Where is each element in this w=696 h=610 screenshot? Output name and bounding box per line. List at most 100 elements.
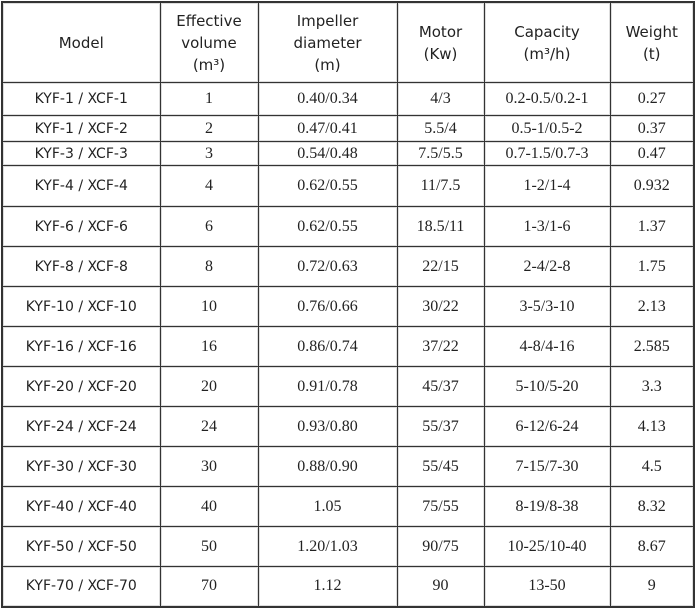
table-cell: 90/75 <box>396 526 485 567</box>
header-text: Effective <box>176 11 242 30</box>
table-cell: 8.67 <box>609 526 695 567</box>
table-cell: KYF-40 / XCF-40 <box>1 486 161 527</box>
table-cell: 90 <box>396 566 485 607</box>
table-cell: 0.2-0.5/0.2-1 <box>483 82 611 116</box>
table-cell: 16 <box>159 326 259 367</box>
table-cell: 13-50 <box>483 566 611 607</box>
table-cell: 5-10/5-20 <box>483 366 611 407</box>
table-cell: KYF-6 / XCF-6 <box>1 206 161 247</box>
table-cell: KYF-50 / XCF-50 <box>1 526 161 567</box>
table-cell: 3.3 <box>609 366 695 407</box>
table-cell: 4-8/4-16 <box>483 326 611 367</box>
header-cell: Model <box>1 1 161 83</box>
table-cell: KYF-1 / XCF-1 <box>1 82 161 116</box>
table-row: KYF-40 / XCF-40 40 1.05 75/55 8-19/8-38 8.32 <box>1 486 695 527</box>
table-cell: 9 <box>609 566 695 607</box>
table-cell: KYF-20 / XCF-20 <box>1 366 161 407</box>
header-text: (Kw) <box>423 44 458 63</box>
table-cell: 22/15 <box>396 246 485 287</box>
table-cell: 8.32 <box>609 486 695 527</box>
table-cell: 0.54/0.48 <box>257 141 398 166</box>
table-row: KYF-10 / XCF-10 10 0.76/0.66 30/22 3-5/3-10 2… <box>1 286 695 327</box>
header-text: (m) <box>314 55 341 74</box>
table-cell: 18.5/11 <box>396 206 485 247</box>
table-row: KYF-70 / XCF-70 70 1.12 90 13-50 9 <box>1 566 695 607</box>
table-row: KYF-50 / XCF-50 50 1.20/1.03 90/75 10-25/10-… <box>1 526 695 567</box>
table-cell: 1.75 <box>609 246 695 287</box>
table-cell: 0.47/0.41 <box>257 115 398 142</box>
table-cell: KYF-4 / XCF-4 <box>1 165 161 207</box>
table-cell: 1.37 <box>609 206 695 247</box>
header-cell: Capacity (m³/h) <box>483 1 611 83</box>
table-cell: KYF-70 / XCF-70 <box>1 566 161 607</box>
table-cell: 0.76/0.66 <box>257 286 398 327</box>
table-row: KYF-4 / XCF-4 4 0.62/0.55 11/7.5 1-2/1-4 0.93… <box>1 165 695 207</box>
table-cell: 50 <box>159 526 259 567</box>
table-cell: KYF-16 / XCF-16 <box>1 326 161 367</box>
header-row: Model Effective volume (m³) Impeller diameter… <box>1 1 695 83</box>
table-cell: 37/22 <box>396 326 485 367</box>
table-cell: 4.13 <box>609 406 695 447</box>
header-text: Model <box>58 33 104 52</box>
table-cell: 7.5/5.5 <box>396 141 485 166</box>
table-cell: 40 <box>159 486 259 527</box>
table-cell: 55/37 <box>396 406 485 447</box>
table-cell: 2.13 <box>609 286 695 327</box>
table-cell: KYF-30 / XCF-30 <box>1 446 161 487</box>
table-cell: 0.27 <box>609 82 695 116</box>
table-row: KYF-8 / XCF-8 8 0.72/0.63 22/15 2-4/2-8 1.75 <box>1 246 695 287</box>
table-cell: 8-19/8-38 <box>483 486 611 527</box>
table-cell: 1.20/1.03 <box>257 526 398 567</box>
table-cell: 0.40/0.34 <box>257 82 398 116</box>
table-cell: 3-5/3-10 <box>483 286 611 327</box>
table-row: KYF-16 / XCF-16 16 0.86/0.74 37/22 4-8/4-16 2… <box>1 326 695 367</box>
table-cell: 20 <box>159 366 259 407</box>
table-cell: 0.86/0.74 <box>257 326 398 367</box>
table-cell: KYF-10 / XCF-10 <box>1 286 161 327</box>
table-cell: 4/3 <box>396 82 485 116</box>
table-cell: 10-25/10-40 <box>483 526 611 567</box>
table-cell: 2-4/2-8 <box>483 246 611 287</box>
header-text: (t) <box>642 44 661 63</box>
table-cell: KYF-3 / XCF-3 <box>1 141 161 166</box>
table-cell: 0.62/0.55 <box>257 206 398 247</box>
table-cell: KYF-1 / XCF-2 <box>1 115 161 142</box>
table-cell: 7-15/7-30 <box>483 446 611 487</box>
table-row: KYF-6 / XCF-6 6 0.62/0.55 18.5/11 1-3/1-6 1.3… <box>1 206 695 247</box>
table-cell: 1-3/1-6 <box>483 206 611 247</box>
table-cell: KYF-8 / XCF-8 <box>1 246 161 287</box>
table-cell: 30 <box>159 446 259 487</box>
table-cell: 0.72/0.63 <box>257 246 398 287</box>
header-text: Motor <box>418 22 463 41</box>
table-cell: 4 <box>159 165 259 207</box>
table-row: KYF-24 / XCF-24 24 0.93/0.80 55/37 6-12/6-24… <box>1 406 695 447</box>
header-text: volume <box>181 33 237 52</box>
header-cell: Impeller diameter (m) <box>257 1 398 83</box>
table-row: KYF-3 / XCF-3 3 0.54/0.48 7.5/5.5 0.7-1.5/0.… <box>1 141 695 166</box>
table-row: KYF-20 / XCF-20 20 0.91/0.78 45/37 5-10/5-20… <box>1 366 695 407</box>
table-cell: 0.93/0.80 <box>257 406 398 447</box>
table-cell: 8 <box>159 246 259 287</box>
header-cell: Effective volume (m³) <box>159 1 259 83</box>
table-cell: 55/45 <box>396 446 485 487</box>
table-cell: 1.12 <box>257 566 398 607</box>
table-cell: 30/22 <box>396 286 485 327</box>
table-cell: 24 <box>159 406 259 447</box>
table-cell: 0.5-1/0.5-2 <box>483 115 611 142</box>
table-row: KYF-30 / XCF-30 30 0.88/0.90 55/45 7-15/7-30… <box>1 446 695 487</box>
table-cell: 1-2/1-4 <box>483 165 611 207</box>
table-cell: 0.91/0.78 <box>257 366 398 407</box>
header-text: Impeller <box>296 11 359 30</box>
table-row: KYF-1 / XCF-1 1 0.40/0.34 4/3 0.2-0.5/0.2-1 0… <box>1 82 695 116</box>
table-cell: 5.5/4 <box>396 115 485 142</box>
table-cell: 3 <box>159 141 259 166</box>
table-cell: 0.88/0.90 <box>257 446 398 487</box>
header-cell: Weight (t) <box>609 1 695 83</box>
table-cell: 10 <box>159 286 259 327</box>
table-cell: 0.37 <box>609 115 695 142</box>
header-text: Weight <box>625 22 678 41</box>
header-text: (m³) <box>192 55 226 74</box>
table-cell: 0.7-1.5/0.7-3 <box>483 141 611 166</box>
